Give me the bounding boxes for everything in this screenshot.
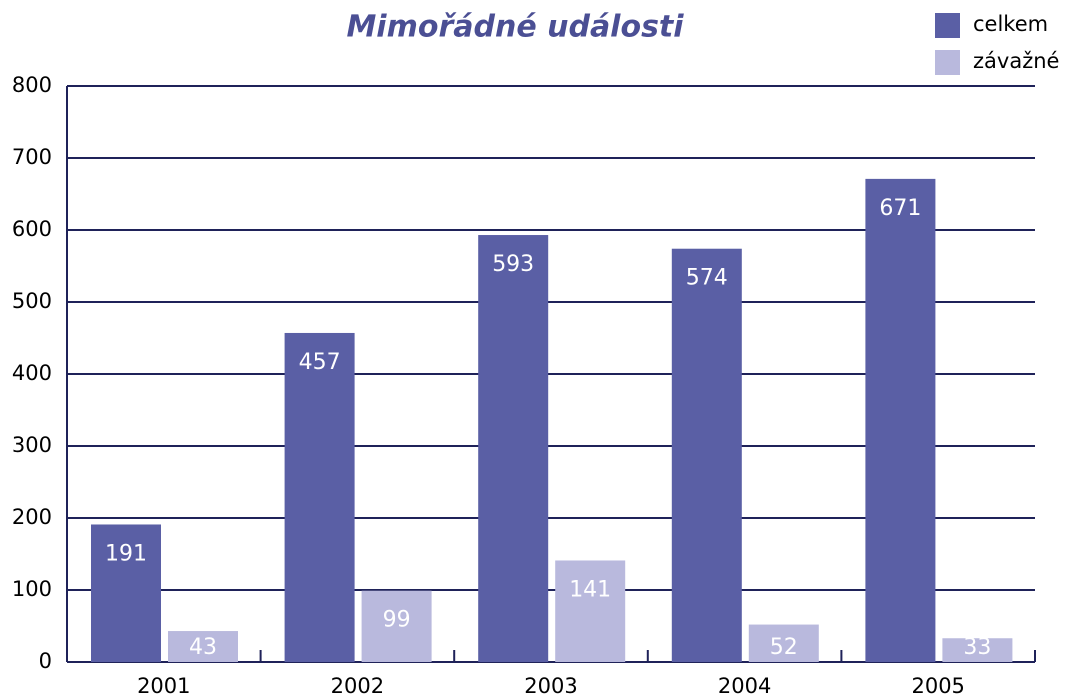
legend-swatch [935, 50, 960, 75]
value-label: 99 [383, 608, 411, 633]
value-label: 671 [879, 196, 921, 221]
value-label: 33 [963, 635, 991, 660]
value-label: 191 [105, 541, 147, 566]
x-tick-label: 2003 [524, 674, 577, 696]
y-tick-label: 800 [12, 73, 52, 97]
x-tick-label: 2004 [718, 674, 771, 696]
bar [478, 235, 549, 663]
legend-swatch [935, 13, 960, 38]
bar [671, 248, 742, 662]
value-label: 457 [299, 350, 341, 375]
value-label: 574 [686, 266, 728, 291]
bar [168, 631, 238, 662]
value-label: 593 [492, 252, 534, 277]
bar [91, 524, 161, 662]
y-tick-label: 700 [12, 145, 52, 169]
bar [865, 178, 936, 662]
bar [555, 560, 626, 662]
y-tick-label: 400 [12, 361, 52, 385]
value-label: 141 [569, 577, 611, 602]
x-tick-label: 2005 [911, 674, 964, 696]
y-tick-label: 600 [12, 217, 52, 241]
x-tick-label: 2002 [331, 674, 384, 696]
y-tick-label: 500 [12, 289, 52, 313]
legend-label: celkem [973, 12, 1048, 36]
legend-label: závažné [973, 49, 1059, 73]
bar [748, 624, 819, 662]
y-tick-label: 200 [12, 505, 52, 529]
x-tick-label: 2001 [137, 674, 190, 696]
bar [942, 638, 1013, 662]
chart-title: Mimořádné události [346, 10, 684, 45]
y-tick-label: 0 [39, 649, 52, 673]
value-label: 43 [189, 635, 217, 660]
y-tick-label: 100 [12, 577, 52, 601]
bar [284, 332, 355, 662]
y-tick-label: 300 [12, 433, 52, 457]
value-label: 52 [770, 635, 798, 660]
bar [361, 590, 432, 662]
